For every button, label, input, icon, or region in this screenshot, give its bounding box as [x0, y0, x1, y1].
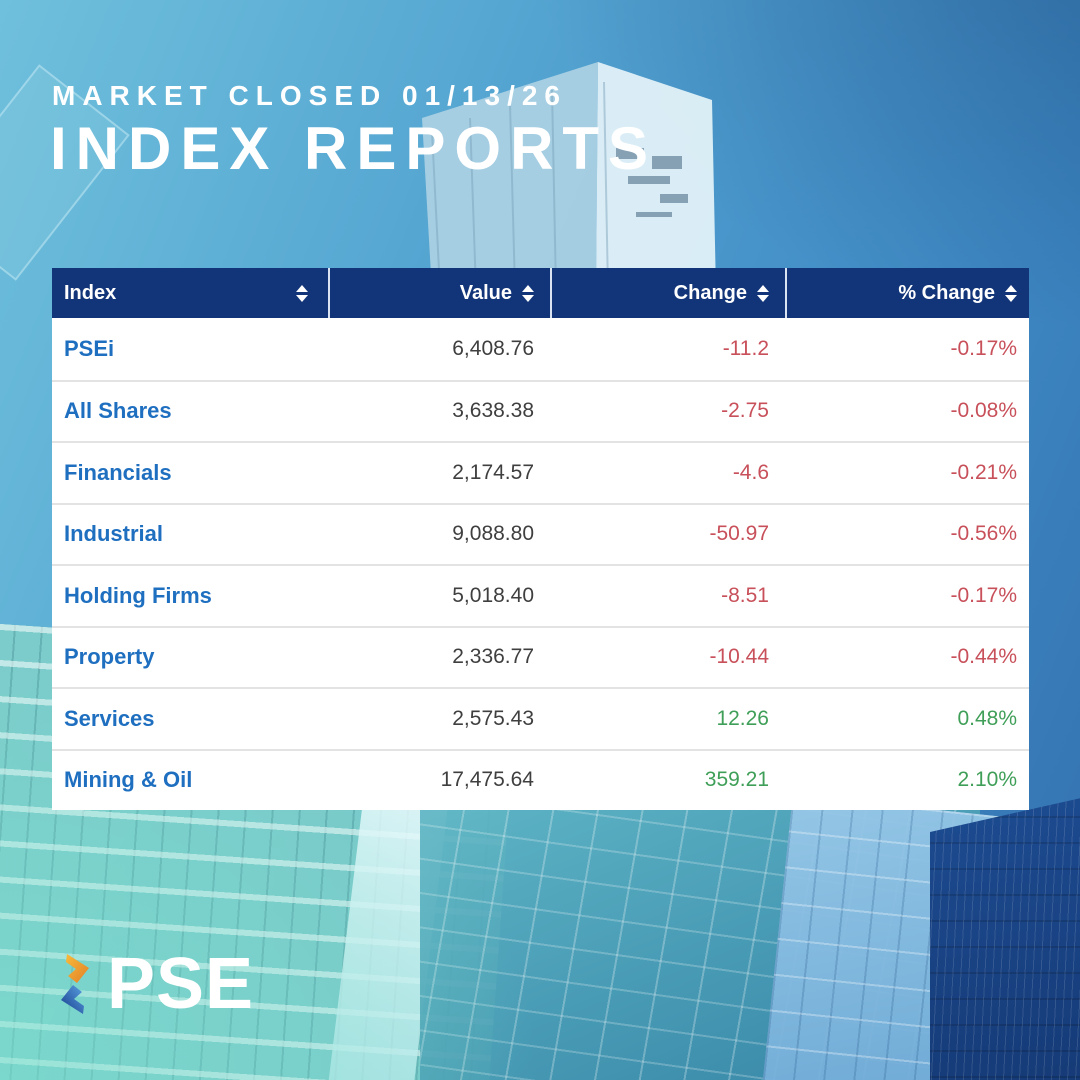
table-row-mining-oil: Mining & Oil 17,475.64 359.21 2.10%	[52, 748, 1029, 810]
index-name-link[interactable]: Services	[64, 705, 155, 731]
index-name-link[interactable]: PSEi	[64, 335, 115, 361]
table-row-holding-firms: Holding Firms 5,018.40 -8.51 -0.17%	[52, 564, 1029, 626]
column-header-pct-change[interactable]: % Change	[785, 268, 1029, 318]
table-row-financials: Financials 2,174.57 -4.6 -0.21%	[52, 441, 1029, 503]
index-pct-change: -0.56%	[950, 522, 1017, 546]
index-value: 9,088.80	[452, 522, 534, 546]
index-change: 12.26	[716, 706, 769, 730]
index-value: 2,174.57	[452, 460, 534, 484]
index-change: -11.2	[722, 336, 769, 360]
index-change: -50.97	[709, 522, 769, 546]
index-name-link[interactable]: Financials	[64, 459, 172, 485]
index-pct-change: -0.17%	[950, 336, 1017, 360]
index-name-link[interactable]: Holding Firms	[64, 582, 212, 608]
market-status-label: MARKET CLOSED 01/13/26	[52, 80, 567, 111]
index-value: 3,638.38	[452, 399, 534, 423]
index-pct-change: -0.44%	[950, 645, 1017, 669]
index-change: -10.44	[709, 645, 769, 669]
index-value: 5,018.40	[452, 583, 534, 607]
index-name-link[interactable]: All Shares	[64, 398, 172, 424]
index-name-link[interactable]: Mining & Oil	[64, 767, 193, 793]
table-row-industrial: Industrial 9,088.80 -50.97 -0.56%	[52, 502, 1029, 564]
table-row-property: Property 2,336.77 -10.44 -0.44%	[52, 625, 1029, 687]
table-body: PSEi 6,408.76 -11.2 -0.17% All Shares 3,…	[52, 318, 1029, 810]
index-pct-change: 0.48%	[957, 706, 1017, 730]
sort-icon[interactable]	[757, 284, 769, 302]
column-header-pct-change-label: % Change	[898, 281, 995, 304]
index-value: 2,575.43	[452, 706, 534, 730]
index-change: -4.6	[732, 460, 769, 484]
index-value: 2,336.77	[452, 645, 534, 669]
index-table: Index Value Change % Change PSEi 6,408.7…	[52, 268, 1029, 810]
pse-logo: PSE	[55, 948, 254, 1020]
column-header-index-label: Index	[64, 281, 117, 304]
column-header-value[interactable]: Value	[328, 268, 550, 318]
table-row-services: Services 2,575.43 12.26 0.48%	[52, 687, 1029, 749]
pse-logo-text: PSE	[107, 944, 255, 1024]
column-header-value-label: Value	[459, 281, 512, 304]
column-header-index[interactable]: Index	[52, 268, 328, 318]
index-change: 359.21	[704, 768, 769, 792]
sort-icon[interactable]	[522, 284, 534, 302]
index-pct-change: -0.21%	[950, 460, 1017, 484]
index-pct-change: 2.10%	[957, 768, 1017, 792]
index-name-link[interactable]: Property	[64, 644, 155, 670]
index-change: -8.51	[721, 583, 769, 607]
index-value: 17,475.64	[440, 768, 534, 792]
index-pct-change: -0.08%	[950, 399, 1017, 423]
table-header-row: Index Value Change % Change	[52, 268, 1029, 318]
sort-icon[interactable]	[296, 284, 308, 302]
column-header-change[interactable]: Change	[550, 268, 785, 318]
index-name-link[interactable]: Industrial	[64, 521, 164, 547]
index-pct-change: -0.17%	[950, 583, 1017, 607]
table-row-psei: PSEi 6,408.76 -11.2 -0.17%	[52, 318, 1029, 380]
pse-logo-icon	[61, 954, 89, 1014]
page-title: INDEX REPORTS	[50, 115, 658, 182]
index-change: -2.75	[721, 399, 769, 423]
column-header-change-label: Change	[673, 281, 747, 304]
sort-icon[interactable]	[1005, 284, 1017, 302]
index-value: 6,408.76	[452, 336, 534, 360]
table-row-all-shares: All Shares 3,638.38 -2.75 -0.08%	[52, 379, 1029, 441]
